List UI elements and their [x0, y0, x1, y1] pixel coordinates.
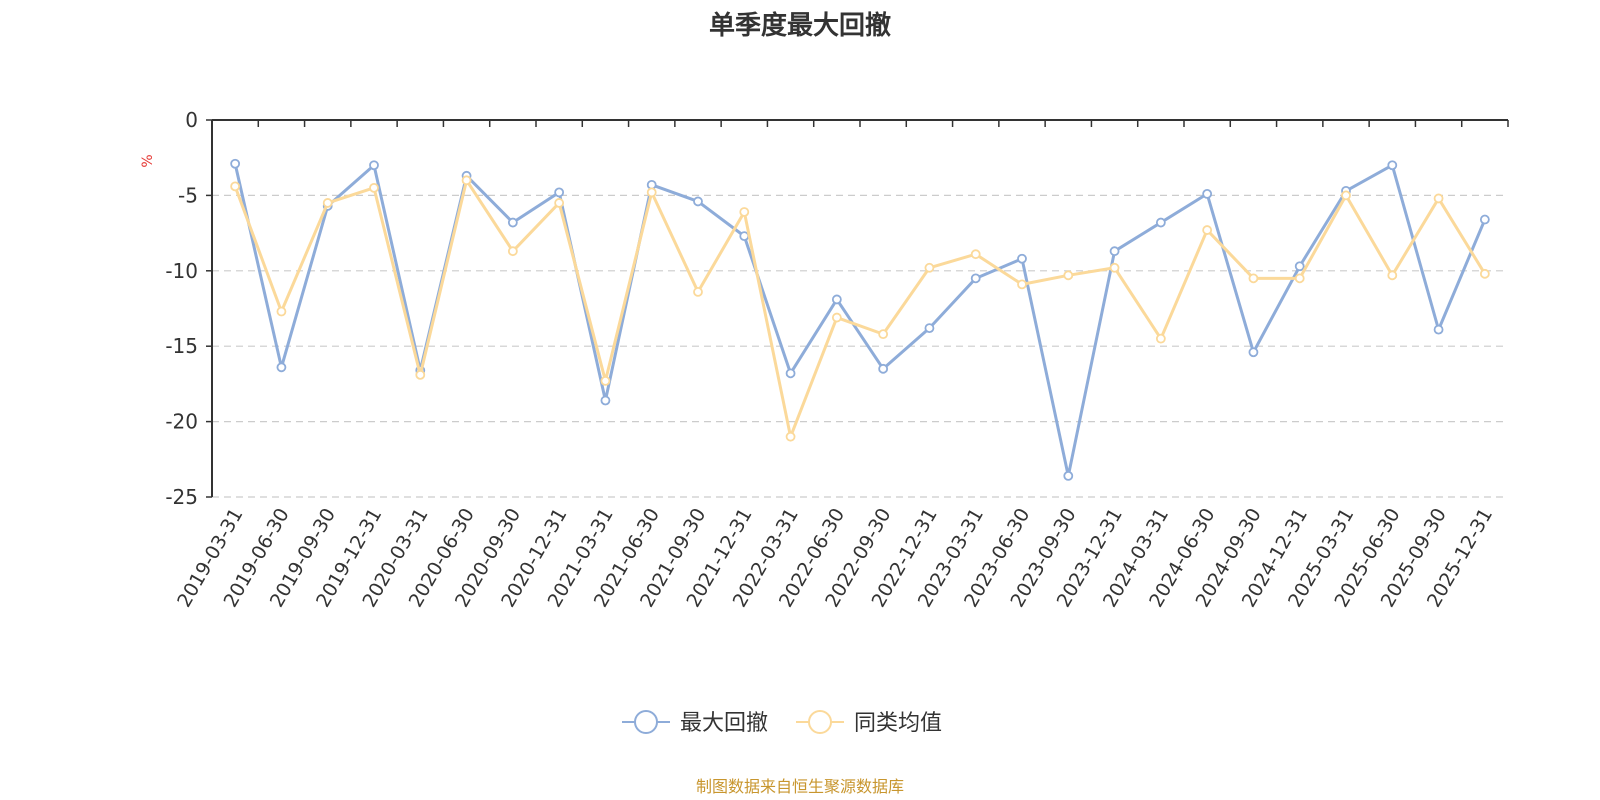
data-point[interactable]	[1387, 270, 1398, 281]
data-point[interactable]	[554, 187, 565, 198]
data-point[interactable]	[878, 329, 889, 340]
data-point[interactable]	[693, 287, 703, 297]
data-source-note: 制图数据来自恒生聚源数据库	[696, 777, 904, 796]
data-point[interactable]	[1063, 470, 1074, 481]
y-tick-labels: 0 -5 -10 -15 -20 -25	[165, 108, 198, 509]
data-point[interactable]	[693, 196, 703, 207]
data-point[interactable]	[785, 368, 796, 379]
legend[interactable]: 最大回撤 同类均值	[622, 710, 942, 736]
data-point[interactable]	[785, 431, 796, 442]
series-peer-average	[230, 175, 1490, 442]
data-point[interactable]	[1341, 190, 1351, 201]
y-axis-unit: %	[140, 154, 156, 167]
data-point[interactable]	[600, 375, 611, 386]
data-point[interactable]	[970, 273, 981, 284]
data-point[interactable]	[600, 395, 611, 406]
data-point[interactable]	[831, 312, 842, 323]
data-point[interactable]	[646, 187, 657, 198]
data-point[interactable]	[230, 181, 241, 192]
data-point[interactable]	[1202, 188, 1213, 199]
data-point[interactable]	[1294, 261, 1305, 272]
data-point[interactable]	[415, 369, 426, 380]
data-point[interactable]	[1248, 347, 1259, 358]
chart-title: 单季度最大回撤	[709, 10, 891, 41]
y-tick-label: -20	[165, 410, 198, 434]
data-point[interactable]	[230, 158, 241, 169]
data-point[interactable]	[831, 294, 842, 305]
data-point[interactable]	[1109, 262, 1120, 273]
grid-lines	[212, 194, 1508, 498]
data-point[interactable]	[1294, 273, 1305, 284]
y-tick-label: -5	[178, 183, 198, 207]
legend-circle-icon	[808, 710, 832, 734]
axes	[206, 119, 1509, 498]
y-tick-label: -10	[165, 259, 198, 283]
legend-label: 最大回撤	[680, 711, 768, 736]
data-point[interactable]	[739, 231, 750, 242]
series-line	[233, 178, 1487, 439]
legend-label: 同类均值	[854, 711, 942, 736]
data-point[interactable]	[1387, 160, 1398, 171]
legend-item-max-drawdown[interactable]: 最大回撤	[622, 710, 768, 736]
data-point[interactable]	[1479, 214, 1490, 225]
data-point[interactable]	[878, 363, 889, 374]
y-tick-label: 0	[185, 108, 198, 132]
data-point[interactable]	[369, 182, 379, 193]
data-point[interactable]	[369, 160, 379, 171]
data-point[interactable]	[970, 249, 981, 260]
series-line	[233, 163, 1487, 478]
data-point[interactable]	[924, 262, 935, 273]
data-point[interactable]	[1109, 246, 1120, 257]
data-point[interactable]	[1248, 273, 1259, 284]
legend-item-peer-average[interactable]: 同类均值	[796, 710, 942, 736]
data-point[interactable]	[1479, 268, 1490, 279]
series-lines	[230, 158, 1490, 481]
y-tick-label: -15	[165, 334, 198, 358]
data-point[interactable]	[554, 198, 565, 208]
data-point[interactable]	[276, 362, 287, 373]
data-point[interactable]	[1017, 279, 1027, 290]
data-point[interactable]	[739, 207, 750, 217]
data-point[interactable]	[1155, 217, 1166, 228]
data-point[interactable]	[507, 217, 518, 228]
series-max-drawdown	[230, 158, 1490, 481]
data-point[interactable]	[924, 323, 935, 334]
data-point[interactable]	[1202, 225, 1213, 235]
data-point[interactable]	[1155, 333, 1166, 344]
data-point[interactable]	[1017, 253, 1027, 264]
data-point[interactable]	[461, 175, 472, 186]
data-point[interactable]	[276, 306, 287, 317]
data-point[interactable]	[322, 198, 333, 208]
data-point[interactable]	[507, 246, 518, 257]
legend-circle-icon	[634, 710, 658, 734]
data-point[interactable]	[1433, 193, 1444, 204]
y-tick-label: -25	[165, 485, 198, 509]
data-point[interactable]	[1433, 324, 1444, 335]
data-point[interactable]	[1063, 270, 1074, 281]
x-tick-labels: 2019-03-312019-06-302019-09-302019-12-31…	[173, 505, 1497, 612]
